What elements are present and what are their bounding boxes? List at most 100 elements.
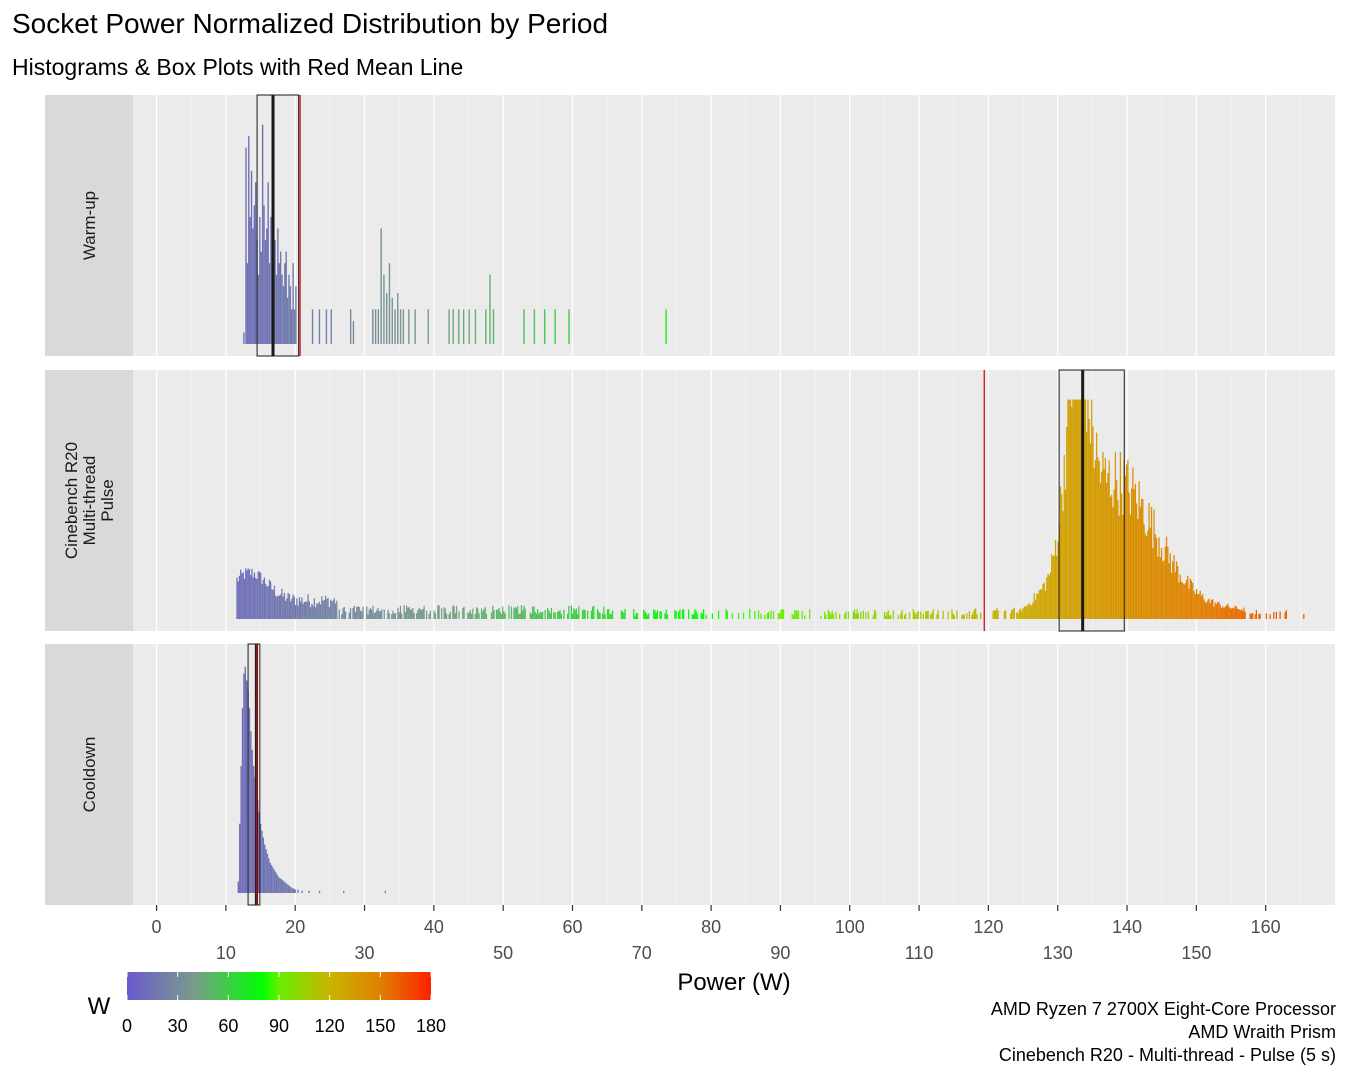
histogram-bar (514, 607, 516, 619)
histogram-bar (1255, 609, 1258, 619)
histogram-bar (1048, 575, 1050, 619)
histogram-bar (266, 228, 268, 344)
histogram-bar (576, 614, 579, 619)
histogram-bar (453, 606, 455, 619)
histogram-bar (563, 609, 565, 619)
histogram-bar (462, 607, 464, 619)
histogram-bar (477, 608, 479, 619)
histogram-bar (795, 610, 797, 619)
histogram-bar (236, 577, 238, 619)
histogram-bar (323, 599, 325, 619)
histogram-bar (648, 613, 650, 619)
histogram-bar (282, 286, 285, 344)
caption-cpu: AMD Ryzen 7 2700X Eight-Core Processor (990, 999, 1336, 1019)
histogram-bar (568, 309, 570, 344)
histogram-bar (570, 605, 573, 619)
histogram-bar (455, 605, 458, 619)
histogram-bar (1103, 468, 1105, 619)
histogram-bar (332, 600, 334, 619)
x-tick-label: 40 (424, 917, 444, 937)
histogram-bar (567, 613, 569, 619)
x-tick-label: 120 (973, 917, 1003, 937)
histogram-bar (1022, 608, 1024, 619)
histogram-bar (905, 613, 907, 619)
histogram-bar (522, 610, 524, 619)
histogram-bar (279, 877, 281, 893)
histogram-bar (1303, 614, 1305, 619)
histogram-bar (1265, 613, 1267, 619)
histogram-bar (253, 205, 256, 344)
histogram-bar (286, 297, 289, 344)
histogram-bar (291, 598, 293, 619)
histogram-bar (271, 589, 273, 619)
histogram-bar (290, 887, 292, 893)
histogram-bar (270, 865, 273, 893)
histogram-bar (352, 607, 354, 619)
histogram-bar (926, 611, 928, 619)
histogram-bar (779, 613, 781, 619)
histogram-bar (653, 609, 655, 619)
histogram-bar (246, 570, 248, 619)
histogram-bar (316, 603, 318, 619)
histogram-bar (883, 611, 886, 619)
histogram-bar (1108, 460, 1110, 619)
histogram-bar (1129, 514, 1131, 619)
histogram-bar (278, 263, 280, 344)
histogram-bar (610, 614, 612, 619)
histogram-bar (831, 610, 833, 619)
histogram-bar (547, 607, 549, 619)
box-plot (256, 94, 300, 357)
histogram-bar (609, 613, 611, 619)
histogram-bar (956, 610, 958, 619)
histogram-bar (664, 613, 666, 619)
histogram-bar (534, 611, 536, 619)
histogram-bar (1275, 611, 1277, 619)
histogram-bar (885, 615, 887, 619)
histogram-bar (252, 228, 254, 344)
histogram-bar (654, 610, 656, 619)
histogram-bar (265, 849, 267, 893)
histogram-bar (782, 609, 785, 619)
histogram-bar (835, 612, 837, 619)
histogram-bar (900, 613, 902, 619)
histogram-bar (260, 251, 262, 344)
histogram-bar (862, 610, 864, 619)
histogram-bar (1043, 582, 1045, 619)
histogram-bar (1138, 481, 1140, 619)
histogram-bar (1172, 561, 1174, 619)
histogram-bar (1133, 489, 1135, 619)
histogram-bar (1224, 606, 1226, 619)
histogram-bar (1052, 555, 1054, 619)
histogram-bar (1033, 593, 1035, 619)
histogram-bar (287, 884, 289, 893)
histogram-bar (927, 610, 929, 619)
histogram-bar (264, 240, 267, 344)
histogram-bar (598, 611, 600, 619)
histogram-bar (286, 883, 288, 893)
histogram-bar (770, 610, 772, 619)
histogram-bar (489, 274, 491, 344)
histogram-bar (510, 606, 513, 619)
histogram-bar (443, 607, 445, 619)
histogram-bar (352, 320, 355, 344)
facet-panel: Cooldown (45, 643, 1335, 906)
histogram-bar (572, 613, 574, 619)
histogram-bar (1155, 538, 1158, 619)
caption-benchmark: Cinebench R20 - Multi-thread - Pulse (5 … (998, 1045, 1336, 1065)
histogram-bar (288, 886, 291, 893)
histogram-bar (1039, 589, 1042, 619)
histogram-bar (1195, 589, 1198, 619)
histogram-bar (973, 609, 976, 619)
histogram-bar (665, 309, 667, 344)
histogram-bar (860, 611, 862, 619)
histogram-bar (634, 615, 636, 619)
histogram-bar (440, 608, 443, 619)
histogram-bar (362, 606, 364, 619)
histogram-bar (243, 673, 245, 893)
histogram-bar (1167, 546, 1169, 619)
histogram-bar (581, 609, 584, 619)
histogram-bar (241, 708, 244, 893)
histogram-bar (830, 614, 832, 619)
histogram-bar (1233, 608, 1235, 619)
x-tick-label: 20 (285, 917, 305, 937)
